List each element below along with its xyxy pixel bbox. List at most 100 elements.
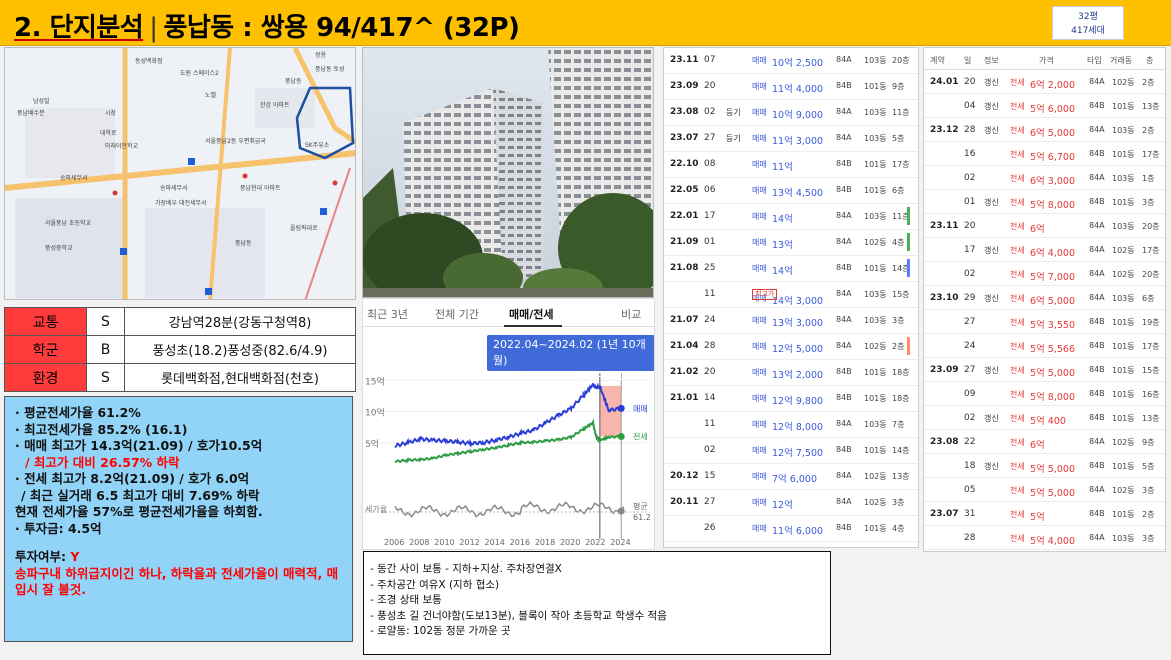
list-item[interactable]: 24 전세 5억 5,566 84B 101동 17층 (924, 334, 1165, 358)
map-label: 대학로 (100, 130, 117, 137)
tab-sale-jeonse[interactable]: 매매/전세 (509, 308, 554, 321)
cell-ym: 23.09 (930, 365, 959, 375)
cell-sz: 84A (836, 315, 852, 324)
cell-dd: 24 (704, 315, 716, 325)
list-item[interactable]: 02 매매 12억 7,500 84B 101동 14층 (664, 438, 918, 464)
tab-recent-3y[interactable]: 최근 3년 (367, 308, 408, 321)
cell-dong: 101동 (864, 160, 887, 169)
cell-dd: 02 (964, 173, 976, 183)
summary-line: 현재 전세가율 57%로 평균전세가율을 하회함. (15, 504, 263, 519)
range-indicator (907, 337, 910, 355)
cell-fl: 9층 (892, 82, 905, 91)
cell-dong: 101동 (864, 368, 887, 377)
list-item[interactable]: 23.09 27 갱신 전세 5억 5,000 84B 101동 15층 (924, 358, 1165, 382)
list-item[interactable]: 09 전세 5억 8,000 84B 101동 16층 (924, 382, 1165, 406)
cell-ty: 매매 (752, 524, 767, 533)
cell-ty: 매매 (752, 264, 767, 273)
list-item[interactable]: 21.07 24 매매 13억 3,000 84A 103동 3층 (664, 308, 918, 334)
list-item[interactable]: 23.12 28 갱신 전세 6억 5,000 84A 103동 2층 (924, 118, 1165, 142)
cell-pr: 5억 8,000 (1030, 200, 1076, 211)
cell-ty: 매매 (752, 342, 767, 351)
location-map[interactable]: 동성백화점 도원 스페이스2 풍납동 쌍용 풍납동 토성 남성빌 풍납배수분 시… (4, 47, 356, 300)
list-item[interactable]: 27 전세 5억 3,550 84B 101동 19층 (924, 310, 1165, 334)
cell-ym: 23.11 (930, 221, 959, 231)
header-cell: 정보 (984, 56, 999, 65)
list-item[interactable]: 23.07 27 등기 매매 11억 3,000 84A 103동 5층 (664, 126, 918, 152)
list-item[interactable]: 11 매매 12억 8,000 84A 103동 7층 (664, 412, 918, 438)
list-item[interactable]: 21.04 28 매매 12억 5,000 84A 102동 2층 (664, 334, 918, 360)
tab-all-period[interactable]: 전체 기간 (435, 308, 479, 321)
cell-fl: 4층 (892, 524, 905, 533)
cell-dd: 02 (964, 269, 976, 279)
cell-pr: 11억 6,000 (772, 526, 824, 537)
cell-fl: 13층 (1142, 102, 1160, 111)
page-title: 2. 단지분석 | 풍납동 : 쌍용 94/417^ (32P) (14, 7, 520, 44)
legend-jeonse: 전세 (633, 432, 648, 442)
cell-dong: 103동 (1112, 294, 1135, 303)
cell-pr: 6억 4,000 (1030, 248, 1076, 259)
list-item[interactable]: 22.10 08 매매 11억 84B 101동 17층 (664, 152, 918, 178)
list-item[interactable]: 21.01 14 매매 12억 9,800 84B 101동 18층 (664, 386, 918, 412)
list-item[interactable]: 02 전세 6억 3,000 84A 103동 1층 (924, 166, 1165, 190)
cell-reg: 갱신 (984, 294, 999, 303)
list-item[interactable]: 11 매매 14억 3,000 84A 103동 15층 최고가 (664, 282, 918, 308)
tooltip-period: 2022.04~2024.02 (1년 10개월) (493, 338, 646, 367)
cell-sz: 84B (1089, 101, 1105, 110)
decision-label: 투자여부: (15, 549, 71, 564)
cell-dd: 07 (704, 55, 716, 65)
list-item[interactable]: 23.08 02 등기 매매 10억 9,000 84A 103동 11층 (664, 100, 918, 126)
list-item[interactable]: 26 매매 11억 6,000 84B 101동 4층 (664, 516, 918, 542)
list-item[interactable]: 28 전세 5억 4,000 84A 103동 3층 (924, 526, 1165, 550)
size-badge-pyeong: 32평 (1078, 12, 1098, 22)
cell-reg: 갱신 (984, 366, 999, 375)
list-item[interactable]: 16 전세 5억 6,700 84B 101동 17층 (924, 142, 1165, 166)
list-item[interactable]: 20.11 27 매매 12억 84A 102동 3층 (664, 490, 918, 516)
list-item[interactable]: 17 갱신 전세 6억 4,000 84A 102동 17층 (924, 238, 1165, 262)
cell-ym: 23.08 (670, 107, 699, 117)
map-label: 송파세무서 (160, 185, 188, 192)
title-separator: | (149, 13, 158, 43)
cell-pr: 14억 (772, 214, 793, 225)
list-item[interactable]: 24.01 20 갱신 전세 6억 2,000 84A 102동 2층 (924, 70, 1165, 94)
cell-dd: 20 (964, 221, 976, 231)
list-item[interactable]: 02 전세 5억 7,000 84A 102동 20층 (924, 262, 1165, 286)
sale-transaction-list[interactable]: 23.11 07 매매 10억 2,500 84A 103동 20층 23.09 20 매매 11억… (663, 47, 919, 548)
list-item[interactable]: 23.11 20 전세 6억 84A 103동 20층 (924, 214, 1165, 238)
list-item[interactable]: 02 갱신 전세 5억 400 84B 101동 13층 (924, 406, 1165, 430)
list-item[interactable]: 04 갱신 전세 5억 6,000 84B 101동 13층 (924, 94, 1165, 118)
range-indicator (907, 233, 910, 251)
cell-sz: 84B (836, 445, 852, 454)
list-item[interactable]: 22.01 17 매매 14억 84A 103동 11층 (664, 204, 918, 230)
list-item[interactable]: 18 갱신 전세 5억 5,000 84B 101동 5층 (924, 454, 1165, 478)
list-item[interactable]: 20.12 15 매매 7억 6,000 84A 102동 13층 (664, 464, 918, 490)
record-high-badge: 최고가 (752, 289, 778, 300)
cell-ty: 매매 (752, 368, 767, 377)
cell-fl: 3층 (892, 316, 905, 325)
list-item[interactable]: 01 갱신 전세 5억 8,000 84B 101동 3층 (924, 190, 1165, 214)
jeonse-transaction-list[interactable]: 계약 일 정보 가격 타입 거래동 층 24.01 20 갱신 전세 6억 2,000 8… (923, 47, 1166, 552)
cell-sz: 84B (1089, 509, 1105, 518)
list-item[interactable]: 23.08 22 전세 6억 84A 102동 9층 (924, 430, 1165, 454)
list-item[interactable]: 22.05 06 매매 13억 4,500 84B 101동 6층 (664, 178, 918, 204)
chart-tooltip: 2022.04~2024.02 (1년 10개월) 매매 -26.79% / 전… (487, 335, 654, 383)
list-item[interactable]: 23.10 29 갱신 전세 6억 5,000 84A 103동 6층 (924, 286, 1165, 310)
list-item[interactable]: 23.11 07 매매 10억 2,500 84A 103동 20층 (664, 48, 918, 74)
list-item[interactable]: 05 전세 5억 5,000 84A 102동 3층 (924, 478, 1165, 502)
cell-ty: 매매 (752, 56, 767, 65)
tab-compare[interactable]: 비교 (621, 308, 642, 321)
cell-dong: 103동 (1112, 126, 1135, 135)
cell-pr: 11억 3,000 (772, 136, 824, 147)
summary-line: / 최근 실거래 6.5 최고가 대비 7.69% 하락 (21, 487, 260, 503)
list-item[interactable]: 21.08 25 매매 14억 84B 101동 14층 (664, 256, 918, 282)
cell-ym: 23.09 (670, 81, 699, 91)
list-item[interactable]: 23.07 31 전세 5억 84B 101동 2층 (924, 502, 1165, 526)
list-item[interactable]: 23.09 20 매매 11억 4,000 84B 101동 9층 (664, 74, 918, 100)
cell-sz: 84A (1089, 125, 1105, 134)
list-item[interactable]: 21.09 01 매매 13억 84A 102동 4층 (664, 230, 918, 256)
cell-sz: 84A (1089, 173, 1105, 182)
decision-comment: 송파구내 하위급지이긴 하나, 하락율과 전세가율이 매력적, 매입시 잘 볼것… (15, 565, 339, 598)
cell-ty: 매매 (752, 134, 767, 143)
list-item[interactable]: 21.02 20 매매 13억 2,000 84B 101동 18층 (664, 360, 918, 386)
cell-sz: 84A (836, 497, 852, 506)
